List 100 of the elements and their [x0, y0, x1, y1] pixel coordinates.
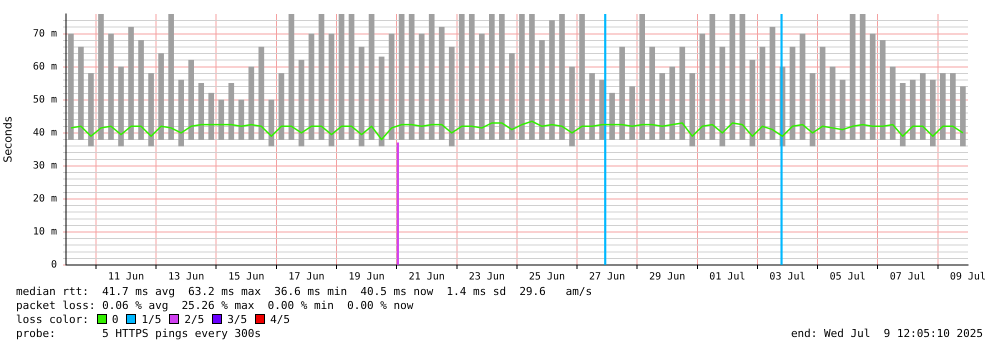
bar	[780, 14, 783, 265]
bar	[870, 33, 876, 140]
bar	[699, 33, 706, 140]
bar	[910, 80, 916, 140]
bar	[760, 46, 766, 140]
bar	[398, 14, 404, 140]
legend-label: 0	[112, 313, 118, 326]
legend-label: 4/5	[270, 313, 290, 326]
bar	[168, 14, 174, 140]
legend-label: 3/5	[227, 313, 248, 326]
y-tick-label: 70 m	[32, 28, 57, 40]
bar	[158, 53, 164, 140]
bar	[579, 14, 585, 140]
bar	[208, 92, 214, 140]
bar	[790, 46, 796, 140]
bar	[940, 73, 946, 140]
bar	[396, 142, 399, 265]
bar	[228, 83, 234, 140]
bar	[198, 83, 204, 140]
bar	[178, 80, 184, 146]
bar	[118, 66, 124, 146]
x-tick-label: 05 Jul	[830, 272, 866, 283]
bar	[900, 83, 906, 146]
x-tick-label: 01 Jul	[709, 272, 746, 283]
bar	[529, 14, 535, 140]
y-tick-label: 50 m	[32, 94, 57, 106]
bar	[489, 14, 495, 140]
bar	[720, 46, 726, 146]
bar	[128, 26, 134, 140]
x-tick-label: 21 Jun	[408, 272, 445, 283]
y-tick-label: 40 m	[32, 127, 57, 138]
bar	[418, 33, 425, 140]
bar	[659, 73, 666, 140]
bar	[709, 14, 716, 140]
y-tick-label: 20 m	[32, 194, 57, 205]
bar	[589, 73, 595, 140]
x-tick-label: 03 Jul	[769, 272, 806, 283]
bar	[428, 14, 435, 140]
y-tick-label: 60 m	[32, 61, 57, 72]
x-tick-label: 27 Jun	[589, 272, 626, 283]
x-tick-label: 07 Jul	[890, 272, 926, 283]
y-axis-title: Seconds	[1, 116, 14, 163]
bar	[880, 40, 886, 140]
bar	[88, 73, 94, 146]
bar	[318, 14, 324, 140]
bar	[218, 100, 224, 140]
bar	[108, 33, 114, 140]
bar	[268, 100, 274, 146]
bar	[649, 46, 656, 140]
bar	[890, 66, 896, 140]
bar	[78, 46, 84, 140]
bar	[559, 14, 565, 140]
bar	[138, 40, 144, 140]
bar	[519, 14, 525, 140]
bar	[438, 26, 445, 140]
bar	[258, 46, 264, 140]
bar	[629, 86, 635, 140]
bar	[860, 14, 866, 140]
text: end: Wed Jul 9 12:05:10 2025	[790, 327, 983, 341]
x-tick-label: 15 Jun	[228, 272, 264, 283]
bar	[730, 14, 736, 140]
bar	[800, 33, 806, 140]
bar	[288, 14, 294, 140]
bar	[609, 92, 615, 140]
bar	[509, 53, 515, 140]
text: probe: 5 HTTPS pings every 300s	[16, 327, 262, 341]
legend-title: loss color:	[16, 313, 89, 326]
bar	[468, 14, 475, 140]
x-tick-label: 13 Jun	[168, 272, 204, 283]
bar	[188, 60, 194, 140]
bar	[348, 14, 354, 140]
x-tick-label: 17 Jun	[288, 272, 324, 283]
bar	[669, 66, 676, 140]
legend-label: 2/5	[184, 313, 204, 326]
x-tick-label: 19 Jun	[348, 272, 385, 283]
bar	[238, 100, 244, 140]
x-tick-label: 11 Jun	[108, 272, 144, 283]
bar	[388, 33, 394, 140]
legend-label: 1/5	[141, 313, 162, 326]
bar	[478, 33, 485, 140]
bar	[499, 14, 505, 140]
bar	[308, 33, 314, 140]
bar	[689, 73, 696, 146]
bar	[750, 60, 756, 146]
bar	[368, 14, 374, 140]
bar	[619, 46, 625, 140]
bar	[930, 80, 936, 146]
text: median rtt: 41.7 ms avg 63.2 ms max 36.6 ms min 40.5 ms now 1.4 ms sd 29.6 am/s	[16, 285, 592, 299]
bar	[810, 73, 816, 146]
bar	[639, 14, 646, 140]
bar	[278, 73, 284, 140]
bar	[604, 14, 606, 265]
y-tick-label: 10 m	[32, 226, 57, 238]
text: packet loss: 0.06 % avg 25.26 % max 0.00 % min 0.00 % now	[16, 299, 414, 313]
y-tick-label: 0	[50, 260, 57, 271]
bar	[920, 73, 926, 140]
bar	[148, 73, 154, 146]
bar	[378, 56, 384, 146]
bar	[830, 66, 836, 140]
bar	[458, 14, 465, 140]
